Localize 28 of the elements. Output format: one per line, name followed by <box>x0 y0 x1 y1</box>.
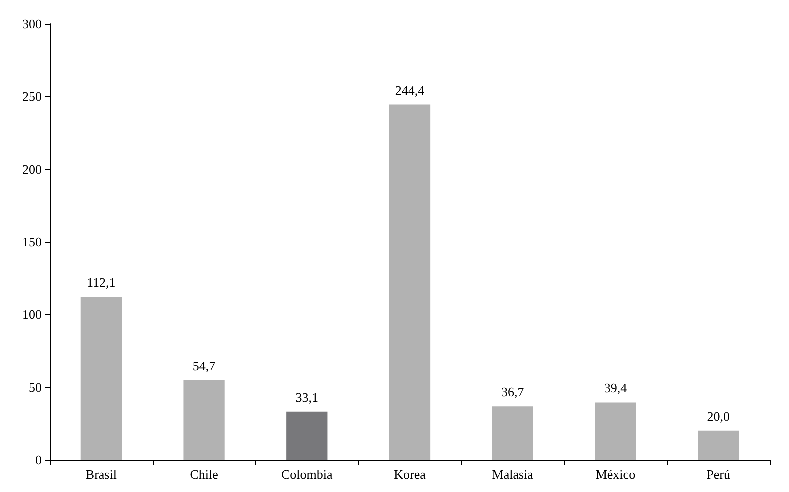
y-tick-label: 50 <box>29 380 42 395</box>
bar <box>698 430 740 460</box>
data-label: 36,7 <box>501 384 525 400</box>
data-label: 39,4 <box>604 380 628 396</box>
y-tick-label: 100 <box>22 307 42 322</box>
bar <box>184 380 225 460</box>
x-tick-label: México <box>596 467 636 482</box>
x-tick-label: Chile <box>190 467 219 482</box>
data-label: 33,1 <box>296 390 319 405</box>
x-tick-label: Korea <box>394 467 426 482</box>
x-tick-label: Colombia <box>282 467 334 482</box>
bar <box>80 297 122 460</box>
x-tick-label: Perú <box>706 467 731 482</box>
data-label: 112,1 <box>87 275 116 290</box>
data-label: 54,7 <box>192 358 216 374</box>
y-tick-label: 150 <box>22 234 42 250</box>
bar <box>492 406 534 460</box>
x-tick-label: Brasil <box>86 467 118 482</box>
y-tick-label: 300 <box>22 16 42 32</box>
data-label: 20,0 <box>707 408 730 424</box>
data-label: 244,4 <box>395 82 426 98</box>
bar <box>286 412 328 460</box>
bar <box>595 402 636 460</box>
y-tick-label: 0 <box>36 452 42 468</box>
bar <box>389 104 431 460</box>
y-tick-label: 200 <box>22 162 42 177</box>
x-tick-label: Malasia <box>492 467 534 482</box>
y-tick-label: 250 <box>22 89 42 104</box>
